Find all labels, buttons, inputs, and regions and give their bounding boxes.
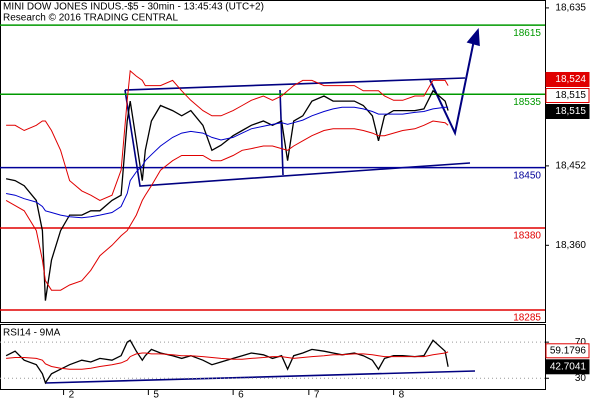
channel-divider — [279, 89, 284, 176]
price-marker-label: 59.1796 — [550, 345, 587, 356]
series-line — [6, 69, 449, 201]
level-label: 18380 — [513, 231, 541, 242]
series-line — [6, 351, 449, 370]
level-label: 18285 — [513, 313, 541, 324]
arrow-head — [466, 27, 480, 47]
price-marker-label: 18,515 — [555, 106, 586, 117]
chart-subtitle: Research © 2016 TRADING CENTRAL — [3, 13, 178, 24]
series-line — [5, 120, 449, 291]
price-marker — [545, 103, 590, 119]
price-marker-label: 18,524 — [555, 74, 586, 85]
main-frame — [0, 0, 546, 323]
series-line — [5, 89, 449, 301]
x-tick-label: 2 — [69, 390, 75, 400]
series-line — [6, 106, 449, 219]
rsi-title: RSI14 - 9MA — [3, 328, 61, 339]
x-tick-label: 6 — [238, 390, 244, 400]
y-tick-label: 70 — [575, 337, 587, 348]
rsi-trend — [44, 370, 476, 384]
forecast-arrow — [429, 39, 475, 137]
price-marker — [545, 359, 590, 375]
trend-lines — [44, 27, 480, 384]
y-tick-label: 30 — [575, 373, 587, 384]
price-marker-label: 42.7041 — [550, 361, 587, 372]
x-tick-label: 5 — [153, 390, 159, 400]
channel-top — [124, 77, 466, 91]
y-tick-label: 18,635 — [555, 3, 586, 14]
level-label: 18535 — [513, 97, 541, 108]
x-tick-label: 7 — [314, 390, 320, 400]
price-marker — [545, 343, 590, 359]
x-tick-label: 8 — [399, 390, 405, 400]
y-tick-label: 18,360 — [555, 240, 586, 251]
price-marker — [545, 87, 590, 103]
level-label: 18615 — [513, 28, 541, 39]
price-marker — [545, 71, 590, 87]
series-line — [5, 339, 449, 385]
chart-title: MINI DOW JONES INDUS.-$5 - 30min - 13:45… — [3, 2, 264, 13]
price-marker-label: 18,515 — [555, 90, 586, 101]
channel-bottom — [124, 89, 471, 187]
level-label: 18450 — [513, 170, 541, 181]
y-tick-label: 18,452 — [555, 161, 586, 172]
